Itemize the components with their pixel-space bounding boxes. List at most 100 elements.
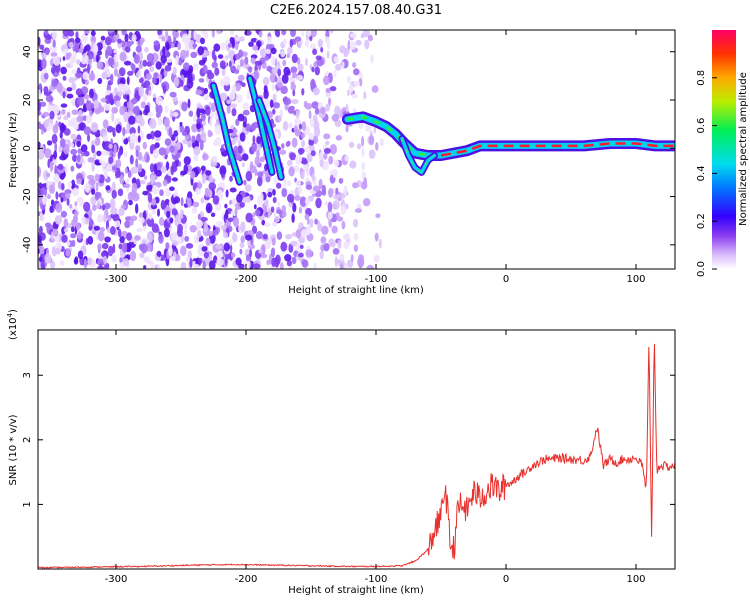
spectrogram-cell — [180, 49, 187, 60]
colorbar-tick-label: 0.6 — [696, 118, 707, 134]
spectrogram-cell — [323, 147, 331, 154]
spectrogram-cell — [131, 97, 138, 105]
spectrogram-cell — [96, 61, 104, 70]
spectrogram-streak-core — [212, 85, 241, 183]
spectrogram-cell — [74, 210, 79, 216]
spectrogram-cell — [59, 124, 67, 131]
spectrogram-cell — [60, 66, 67, 75]
spectrogram-cell — [288, 77, 296, 83]
spectrogram-cell — [197, 133, 201, 143]
spectrogram-cell — [64, 189, 72, 195]
spectrogram-cell — [243, 179, 247, 186]
spectrogram-cell — [110, 213, 118, 219]
spectrogram-cell — [237, 145, 243, 154]
spectrogram-cell — [214, 67, 220, 76]
colorbar-tick-label: 0.0 — [696, 261, 707, 277]
spectrogram-cell — [124, 178, 130, 184]
spectrogram-cell — [201, 113, 206, 122]
spectrogram-cell — [352, 218, 359, 228]
spectrogram-cell — [328, 97, 332, 106]
spectrogram-cell — [271, 237, 276, 246]
spectrogram-cell — [68, 41, 74, 48]
spectrogram-cell — [368, 135, 375, 146]
spectrogram-cell — [263, 200, 269, 206]
spectrogram-cell — [299, 244, 304, 249]
spectrogram-cell — [157, 104, 163, 115]
spectrogram-cell — [224, 256, 228, 266]
y-tick-label: 1 — [22, 501, 33, 507]
spectrogram-cell — [253, 263, 261, 269]
spectrogram-cell — [145, 73, 152, 81]
spectrogram-cell — [215, 137, 222, 147]
spectrogram-cell — [98, 106, 105, 113]
spectrogram-cell — [171, 240, 179, 246]
spectrogram-cell — [333, 69, 337, 78]
spectrogram-cell — [200, 216, 208, 222]
spectrogram-cell — [107, 30, 115, 33]
spectrogram-cell — [149, 118, 157, 129]
spectrogram-cell — [195, 187, 202, 195]
spectrogram-cell — [50, 260, 56, 269]
spectrogram-cell — [347, 39, 351, 51]
spectrogram-cell — [280, 241, 288, 252]
spectrogram-cell — [187, 98, 191, 109]
spectrogram-cell — [219, 147, 226, 153]
spectrogram-cell — [257, 171, 264, 178]
spectrogram-cell — [248, 66, 253, 73]
spectrogram-cell — [156, 263, 161, 269]
spectrogram-cell — [265, 48, 271, 55]
spectrogram-cell — [115, 124, 122, 134]
spectrogram-cell — [253, 204, 257, 210]
spectrogram-cell — [99, 128, 108, 136]
spectrogram-cell — [87, 63, 90, 74]
spectrogram-cell — [151, 209, 156, 215]
spectrogram-cell — [111, 111, 115, 122]
spectrogram-cell — [227, 43, 233, 48]
spectrogram-cell — [62, 30, 70, 37]
spectrogram-cell — [119, 236, 125, 244]
spectrogram-cell — [352, 62, 357, 68]
spectrogram-cell — [313, 134, 319, 145]
spectrogram-cell — [241, 162, 245, 168]
spectrogram-cell — [38, 150, 45, 160]
spectrogram-cell — [232, 231, 236, 242]
spectrogram-cell — [310, 150, 316, 157]
spectrogram-cell — [216, 30, 222, 35]
x-tick-label: 0 — [503, 574, 509, 585]
spectrogram-cell — [76, 196, 84, 204]
spectrogram-cell — [304, 39, 310, 48]
spectrogram-cell — [117, 150, 121, 160]
spectrogram-cell — [146, 259, 153, 265]
snr-x-axis-label: Height of straight line (km) — [288, 585, 424, 596]
spectrogram-cell — [307, 218, 310, 225]
spectrogram-cell — [150, 149, 154, 155]
spectrogram-x-axis-label: Height of straight line (km) — [288, 285, 424, 296]
spectrogram-cell — [135, 149, 139, 158]
snr-panel: -300 -200 -100 0 100 1 2 3 Height of straight l… — [6, 309, 676, 596]
spectrogram-cell — [50, 231, 54, 242]
spectrogram-cell — [38, 100, 41, 111]
spectrogram-cell — [355, 39, 362, 46]
spectrogram-cell — [263, 84, 268, 94]
spectrogram-cell — [326, 41, 331, 50]
spectrogram-cell — [301, 132, 305, 139]
spectrogram-cell — [271, 221, 278, 227]
spectrogram-cell — [192, 201, 200, 208]
spectrogram-cell — [203, 251, 209, 259]
spectrogram-cell — [230, 103, 238, 109]
spectrogram-cell — [291, 53, 298, 64]
spectrogram-cell — [72, 51, 77, 60]
spectrogram-cell — [309, 43, 316, 50]
spectrogram-cell — [160, 199, 166, 210]
spectrogram-cell — [327, 211, 333, 220]
spectrogram-cell — [235, 257, 242, 266]
spectrogram-streak-core — [258, 99, 282, 178]
spectrogram-cell — [73, 257, 79, 265]
spectrogram-cell — [62, 75, 67, 81]
snr-multiplier-close: ) — [8, 309, 19, 313]
spectrogram-cell — [262, 76, 270, 86]
spectrogram-cell — [164, 64, 172, 72]
spectrogram-cell — [82, 115, 87, 121]
spectrogram-cell — [334, 57, 339, 64]
spectrogram-cell — [103, 213, 107, 223]
